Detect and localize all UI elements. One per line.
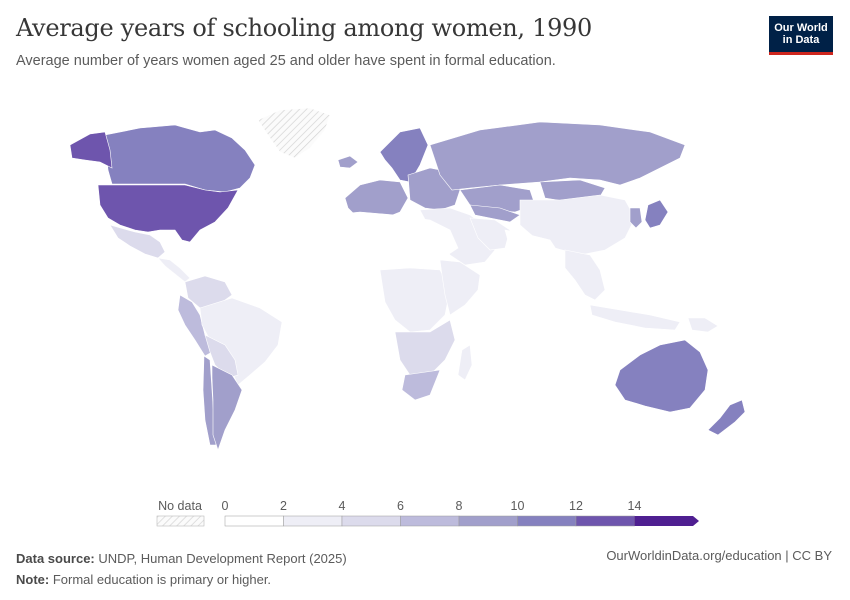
map-region-central-africa[interactable] (379, 267, 451, 333)
map-region-southern-africa[interactable] (394, 319, 456, 376)
logo-line-1: Our World (774, 22, 828, 34)
legend-bin-2[interactable] (341, 515, 401, 527)
legend-tick-label: 8 (456, 499, 463, 513)
data-source-label: Data source: (16, 551, 95, 566)
legend-bin-5[interactable] (517, 515, 577, 527)
map-region-west-africa[interactable] (321, 259, 391, 296)
map-region-south-asia[interactable] (504, 229, 561, 296)
map-region-canada[interactable] (104, 124, 256, 193)
note-text: Formal education is primary or higher. (52, 572, 272, 587)
legend-tick-label: 12 (569, 499, 583, 513)
legend-no-data-swatch[interactable] (156, 515, 205, 527)
note-line: Note: Formal education is primary or hig… (16, 569, 347, 590)
footer-left: Data source: UNDP, Human Development Rep… (16, 548, 347, 590)
map-region-peru-ecuador[interactable] (177, 294, 213, 357)
map-region-alaska[interactable] (69, 131, 113, 169)
legend-tick-label: 6 (397, 499, 404, 513)
legend-bin-7[interactable] (634, 516, 700, 526)
legend-tick-label: 10 (511, 499, 525, 513)
map-region-south-africa[interactable] (401, 369, 441, 401)
map-region-indonesia[interactable] (589, 304, 681, 331)
legend-bin-0[interactable] (224, 515, 284, 527)
chart-title: Average years of schooling among women, … (16, 14, 592, 42)
map-region-argentina[interactable] (211, 364, 243, 451)
map-region-japan[interactable] (644, 199, 669, 229)
map-region-russia[interactable] (429, 121, 686, 191)
world-map[interactable] (0, 90, 850, 485)
data-source-text[interactable]: UNDP, Human Development Report (2025) (98, 551, 347, 566)
color-legend: No data 0 2 4 6 8 10 12 14 (156, 499, 700, 527)
legend-bin-1[interactable] (283, 515, 343, 527)
map-region-central-america[interactable] (157, 257, 191, 283)
map-region-new-zealand[interactable] (707, 399, 746, 436)
legend-no-data-label: No data (158, 499, 202, 513)
map-region-korea[interactable] (629, 207, 643, 229)
legend-tick-label: 0 (222, 499, 229, 513)
map-region-iran[interactable] (469, 217, 511, 251)
legend-tick-label: 4 (339, 499, 346, 513)
chart-subtitle: Average number of years women aged 25 an… (16, 53, 556, 69)
map-region-east-africa[interactable] (439, 259, 481, 316)
map-region-papua-new-guinea[interactable] (687, 317, 719, 333)
map-region-central-asia[interactable] (469, 204, 521, 223)
map-regions (69, 107, 746, 451)
legend-bin-6[interactable] (575, 515, 635, 527)
map-region-madagascar[interactable] (457, 344, 473, 381)
map-region-united-states[interactable] (97, 184, 239, 243)
map-region-iceland[interactable] (337, 155, 359, 169)
legend-tick-label: 2 (280, 499, 287, 513)
source-link[interactable]: OurWorldinData.org/education | CC BY (606, 548, 832, 563)
map-region-southeast-asia[interactable] (564, 249, 606, 301)
logo-line-2: in Data (782, 34, 820, 46)
legend-bin-3[interactable] (400, 515, 460, 527)
map-region-australia[interactable] (614, 339, 709, 413)
legend-tick-label: 14 (628, 499, 642, 513)
legend-bin-4[interactable] (458, 515, 518, 527)
map-region-mexico[interactable] (109, 224, 166, 259)
data-source-line: Data source: UNDP, Human Development Rep… (16, 548, 347, 569)
map-region-greenland[interactable] (257, 107, 331, 159)
owid-logo[interactable]: Our World in Data (769, 16, 833, 55)
note-label: Note: (16, 572, 50, 587)
